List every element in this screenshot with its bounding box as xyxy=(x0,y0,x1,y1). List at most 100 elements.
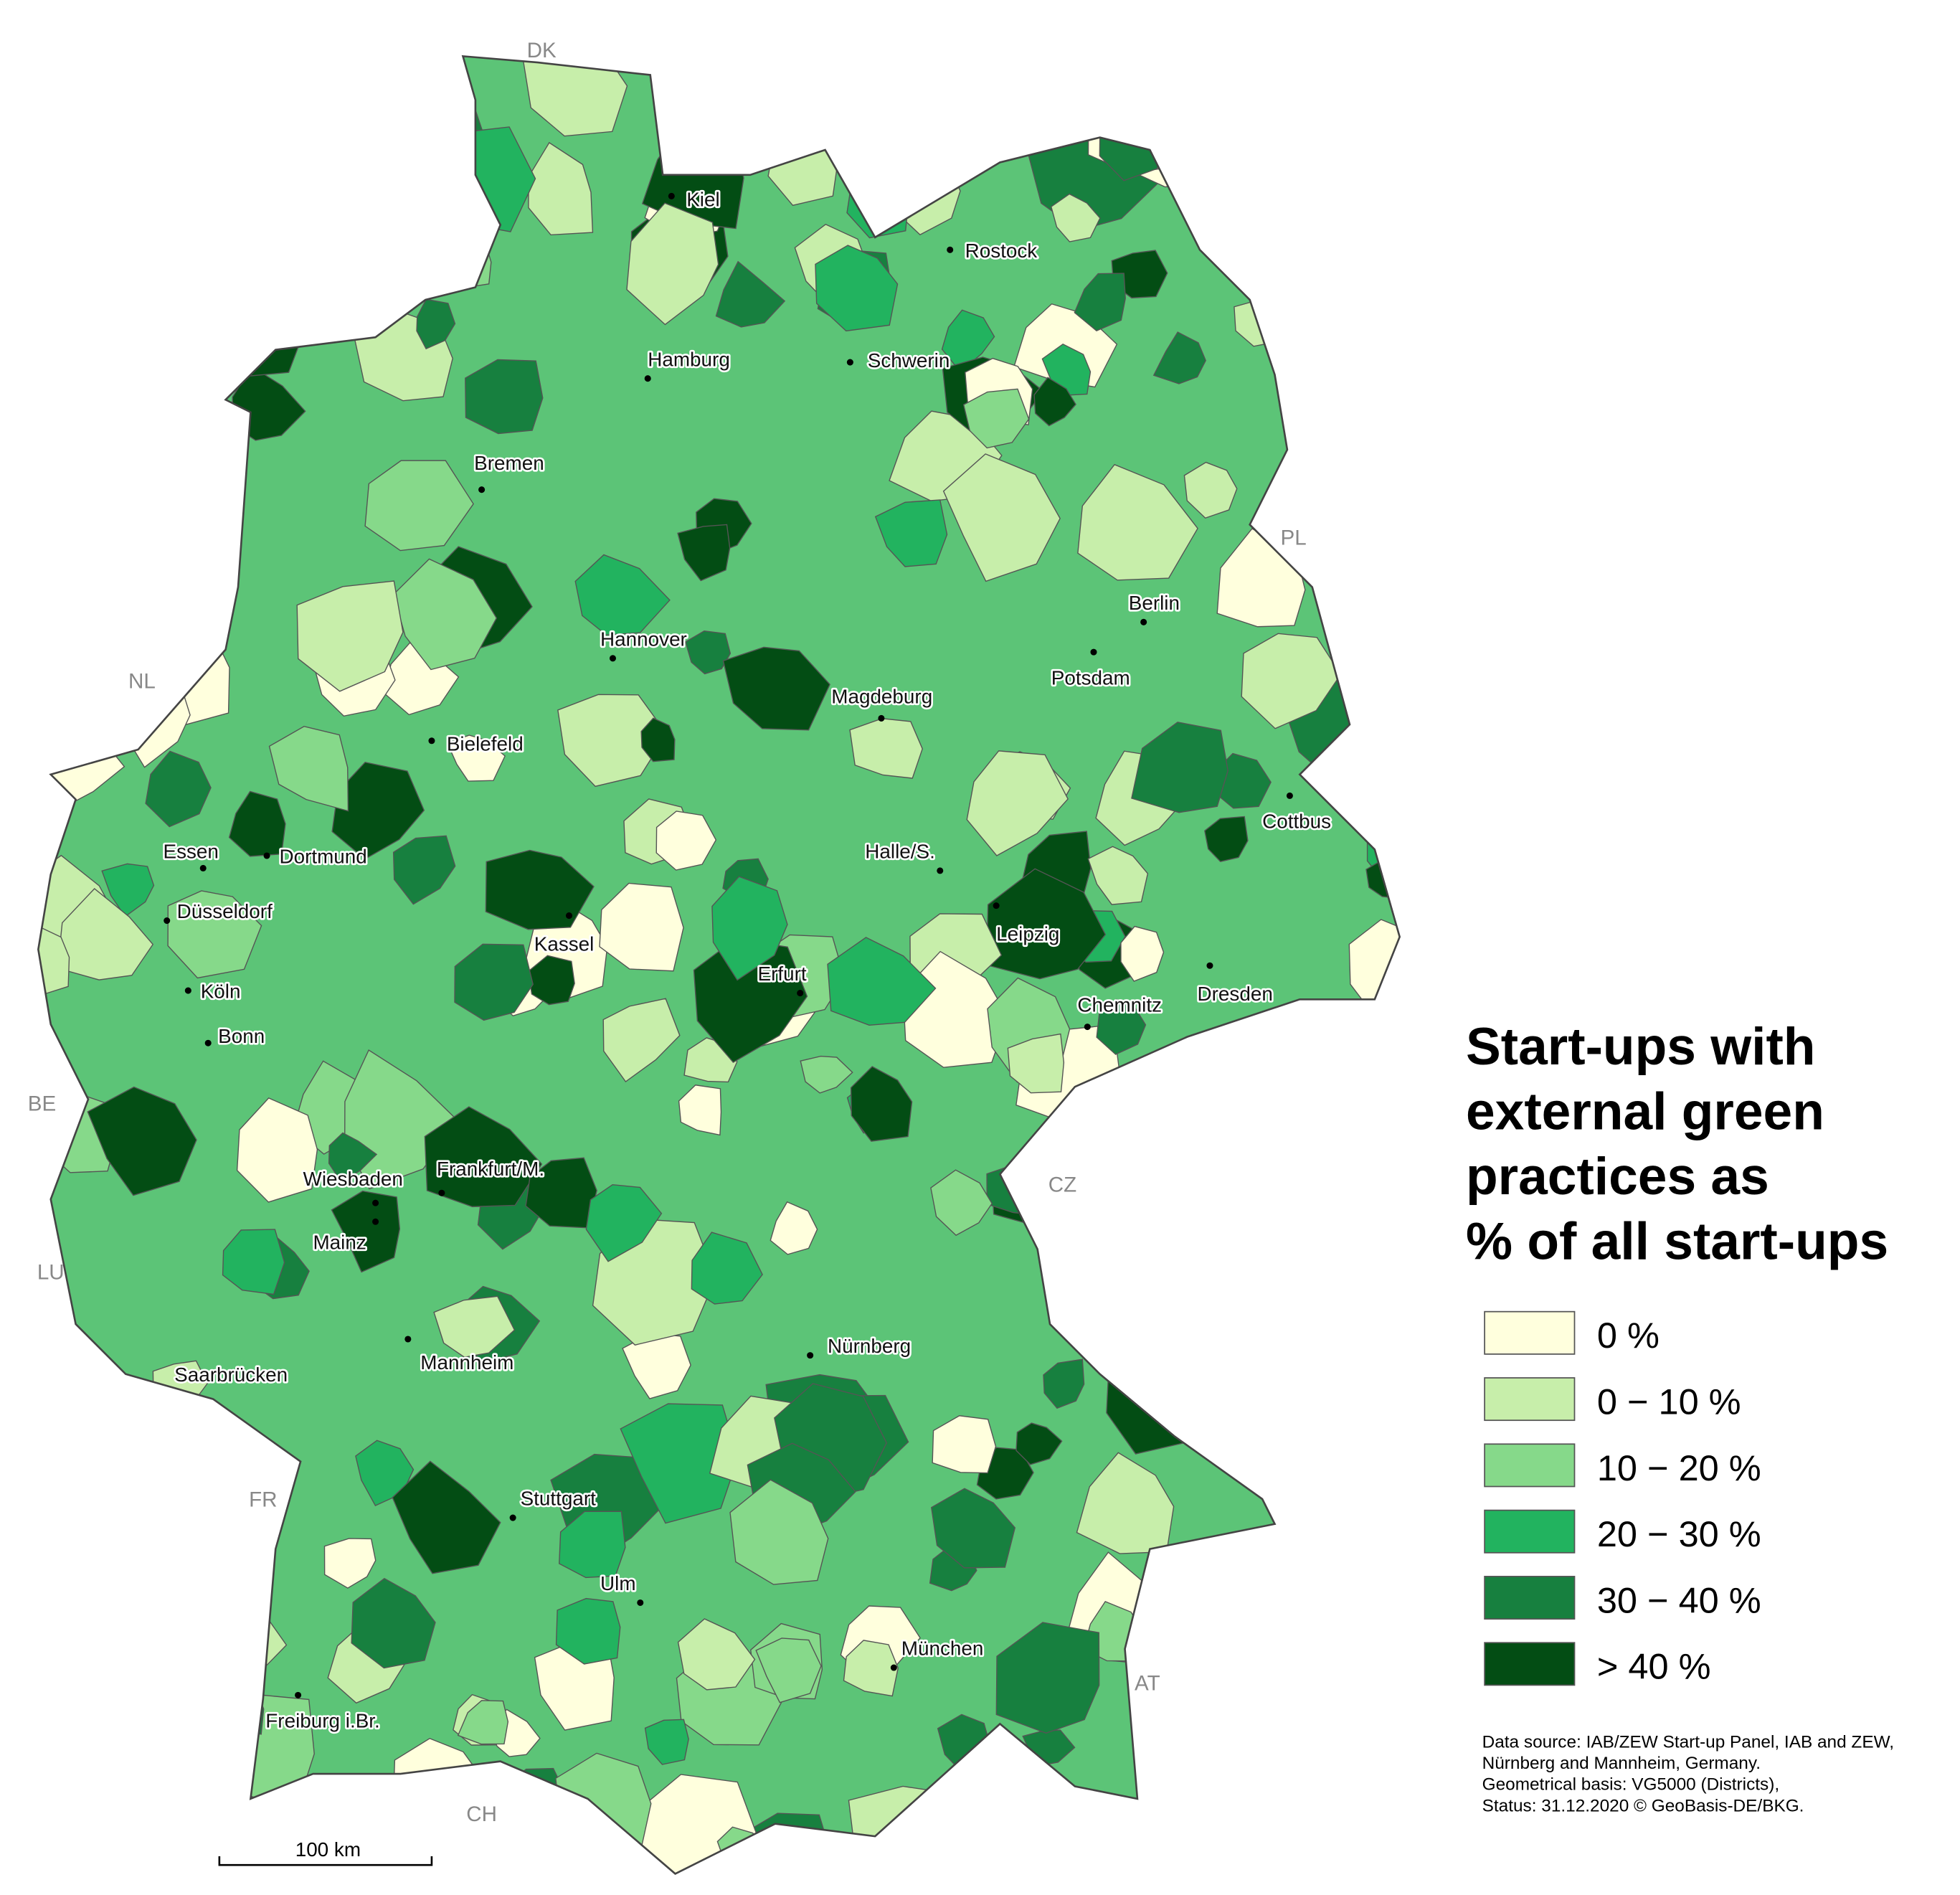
district xyxy=(1084,1280,1134,1339)
district xyxy=(1015,1422,1063,1465)
city-dot xyxy=(438,1189,445,1196)
city-dot xyxy=(428,737,435,745)
district xyxy=(118,542,207,625)
district xyxy=(38,374,98,513)
source-note: Geometrical basis: VG5000 (Districts), xyxy=(1482,1775,1780,1795)
district xyxy=(962,388,1030,449)
district xyxy=(424,1106,543,1208)
district xyxy=(364,460,474,552)
district xyxy=(843,1640,899,1697)
country-label: PL xyxy=(1281,526,1307,549)
source-note: Data source: IAB/ZEW Start-up Panel, IAB… xyxy=(1482,1732,1894,1752)
district xyxy=(1099,1297,1184,1378)
city-label: Halle/S. xyxy=(865,840,935,862)
city-label: Ulm xyxy=(600,1572,636,1594)
district xyxy=(1043,1358,1085,1409)
district xyxy=(500,1767,567,1824)
city-label: Freiburg i.Br. xyxy=(265,1710,379,1732)
city-label: Wiesbaden xyxy=(303,1168,403,1190)
city-dot xyxy=(295,1691,302,1698)
district xyxy=(655,811,717,871)
district xyxy=(691,1232,763,1305)
district xyxy=(1328,56,1398,76)
city-label: Düsseldorf xyxy=(177,900,273,922)
district xyxy=(207,293,306,377)
city-dot xyxy=(263,852,270,859)
district xyxy=(711,876,788,981)
districts xyxy=(38,56,1400,1874)
district xyxy=(153,1569,252,1683)
district xyxy=(1096,998,1147,1055)
district xyxy=(722,646,830,731)
source-note: Status: 31.12.2020 © GeoBasis-DE/BKG. xyxy=(1482,1796,1804,1815)
city-label: Frankfurt/M. xyxy=(437,1158,544,1180)
district xyxy=(357,1800,462,1874)
district xyxy=(222,1229,285,1295)
city-dot xyxy=(637,1599,644,1606)
district xyxy=(1196,1786,1244,1848)
district xyxy=(585,1184,663,1262)
city-dot xyxy=(372,1218,379,1225)
district xyxy=(98,1579,197,1676)
district xyxy=(174,1680,246,1744)
country-label: CZ xyxy=(1048,1173,1076,1196)
district xyxy=(930,1169,993,1237)
district xyxy=(1074,273,1126,331)
district xyxy=(1241,1167,1361,1272)
city-label: Erfurt xyxy=(757,963,806,985)
city-dot xyxy=(668,192,675,199)
district xyxy=(296,580,404,692)
city-dot xyxy=(846,359,853,366)
district xyxy=(128,77,203,150)
city-label: Cottbus xyxy=(1262,811,1331,833)
district xyxy=(167,890,262,979)
district xyxy=(1241,633,1342,729)
city-label: Saarbrücken xyxy=(174,1364,288,1386)
district xyxy=(331,1190,401,1273)
district xyxy=(602,998,681,1083)
city-dot xyxy=(644,375,651,382)
country-label: DK xyxy=(527,39,557,62)
district xyxy=(38,325,99,411)
legend: Start-ups with external green practices as… xyxy=(1466,1018,1888,1687)
district xyxy=(1131,722,1228,813)
legend-title: practices as xyxy=(1466,1148,1769,1206)
legend-label: 30 − 40 % xyxy=(1597,1579,1761,1620)
district xyxy=(412,126,536,232)
district xyxy=(599,882,684,972)
district xyxy=(115,84,190,167)
city-label: Potsdam xyxy=(1051,666,1130,689)
legend-swatch xyxy=(1484,1377,1576,1422)
district xyxy=(899,56,998,155)
city-dot xyxy=(509,1514,516,1521)
district xyxy=(1244,1057,1292,1100)
city-label: Stuttgart xyxy=(521,1488,597,1510)
district xyxy=(850,1066,913,1142)
district xyxy=(217,56,320,123)
district xyxy=(1177,1643,1250,1719)
legend-swatch xyxy=(1484,1576,1576,1620)
district xyxy=(1196,1194,1294,1306)
legend-title: Start-ups with xyxy=(1466,1018,1815,1076)
district xyxy=(1099,94,1183,181)
district xyxy=(38,56,82,109)
city-dot xyxy=(878,714,885,722)
legend-title: external green xyxy=(1466,1082,1824,1140)
city-dot xyxy=(947,246,954,253)
district xyxy=(1246,1199,1308,1263)
district xyxy=(930,1488,1016,1569)
district xyxy=(557,694,668,788)
city-dot xyxy=(1206,962,1213,969)
district xyxy=(1088,1220,1133,1262)
district xyxy=(1019,1805,1076,1863)
district xyxy=(919,1819,998,1874)
district xyxy=(1304,514,1358,572)
district xyxy=(976,56,1033,80)
district xyxy=(1218,1029,1284,1100)
district xyxy=(87,1086,197,1196)
city-dot xyxy=(164,917,171,925)
district xyxy=(1224,240,1279,290)
district xyxy=(640,717,676,762)
country-label: FR xyxy=(249,1488,277,1511)
district xyxy=(433,1295,516,1358)
